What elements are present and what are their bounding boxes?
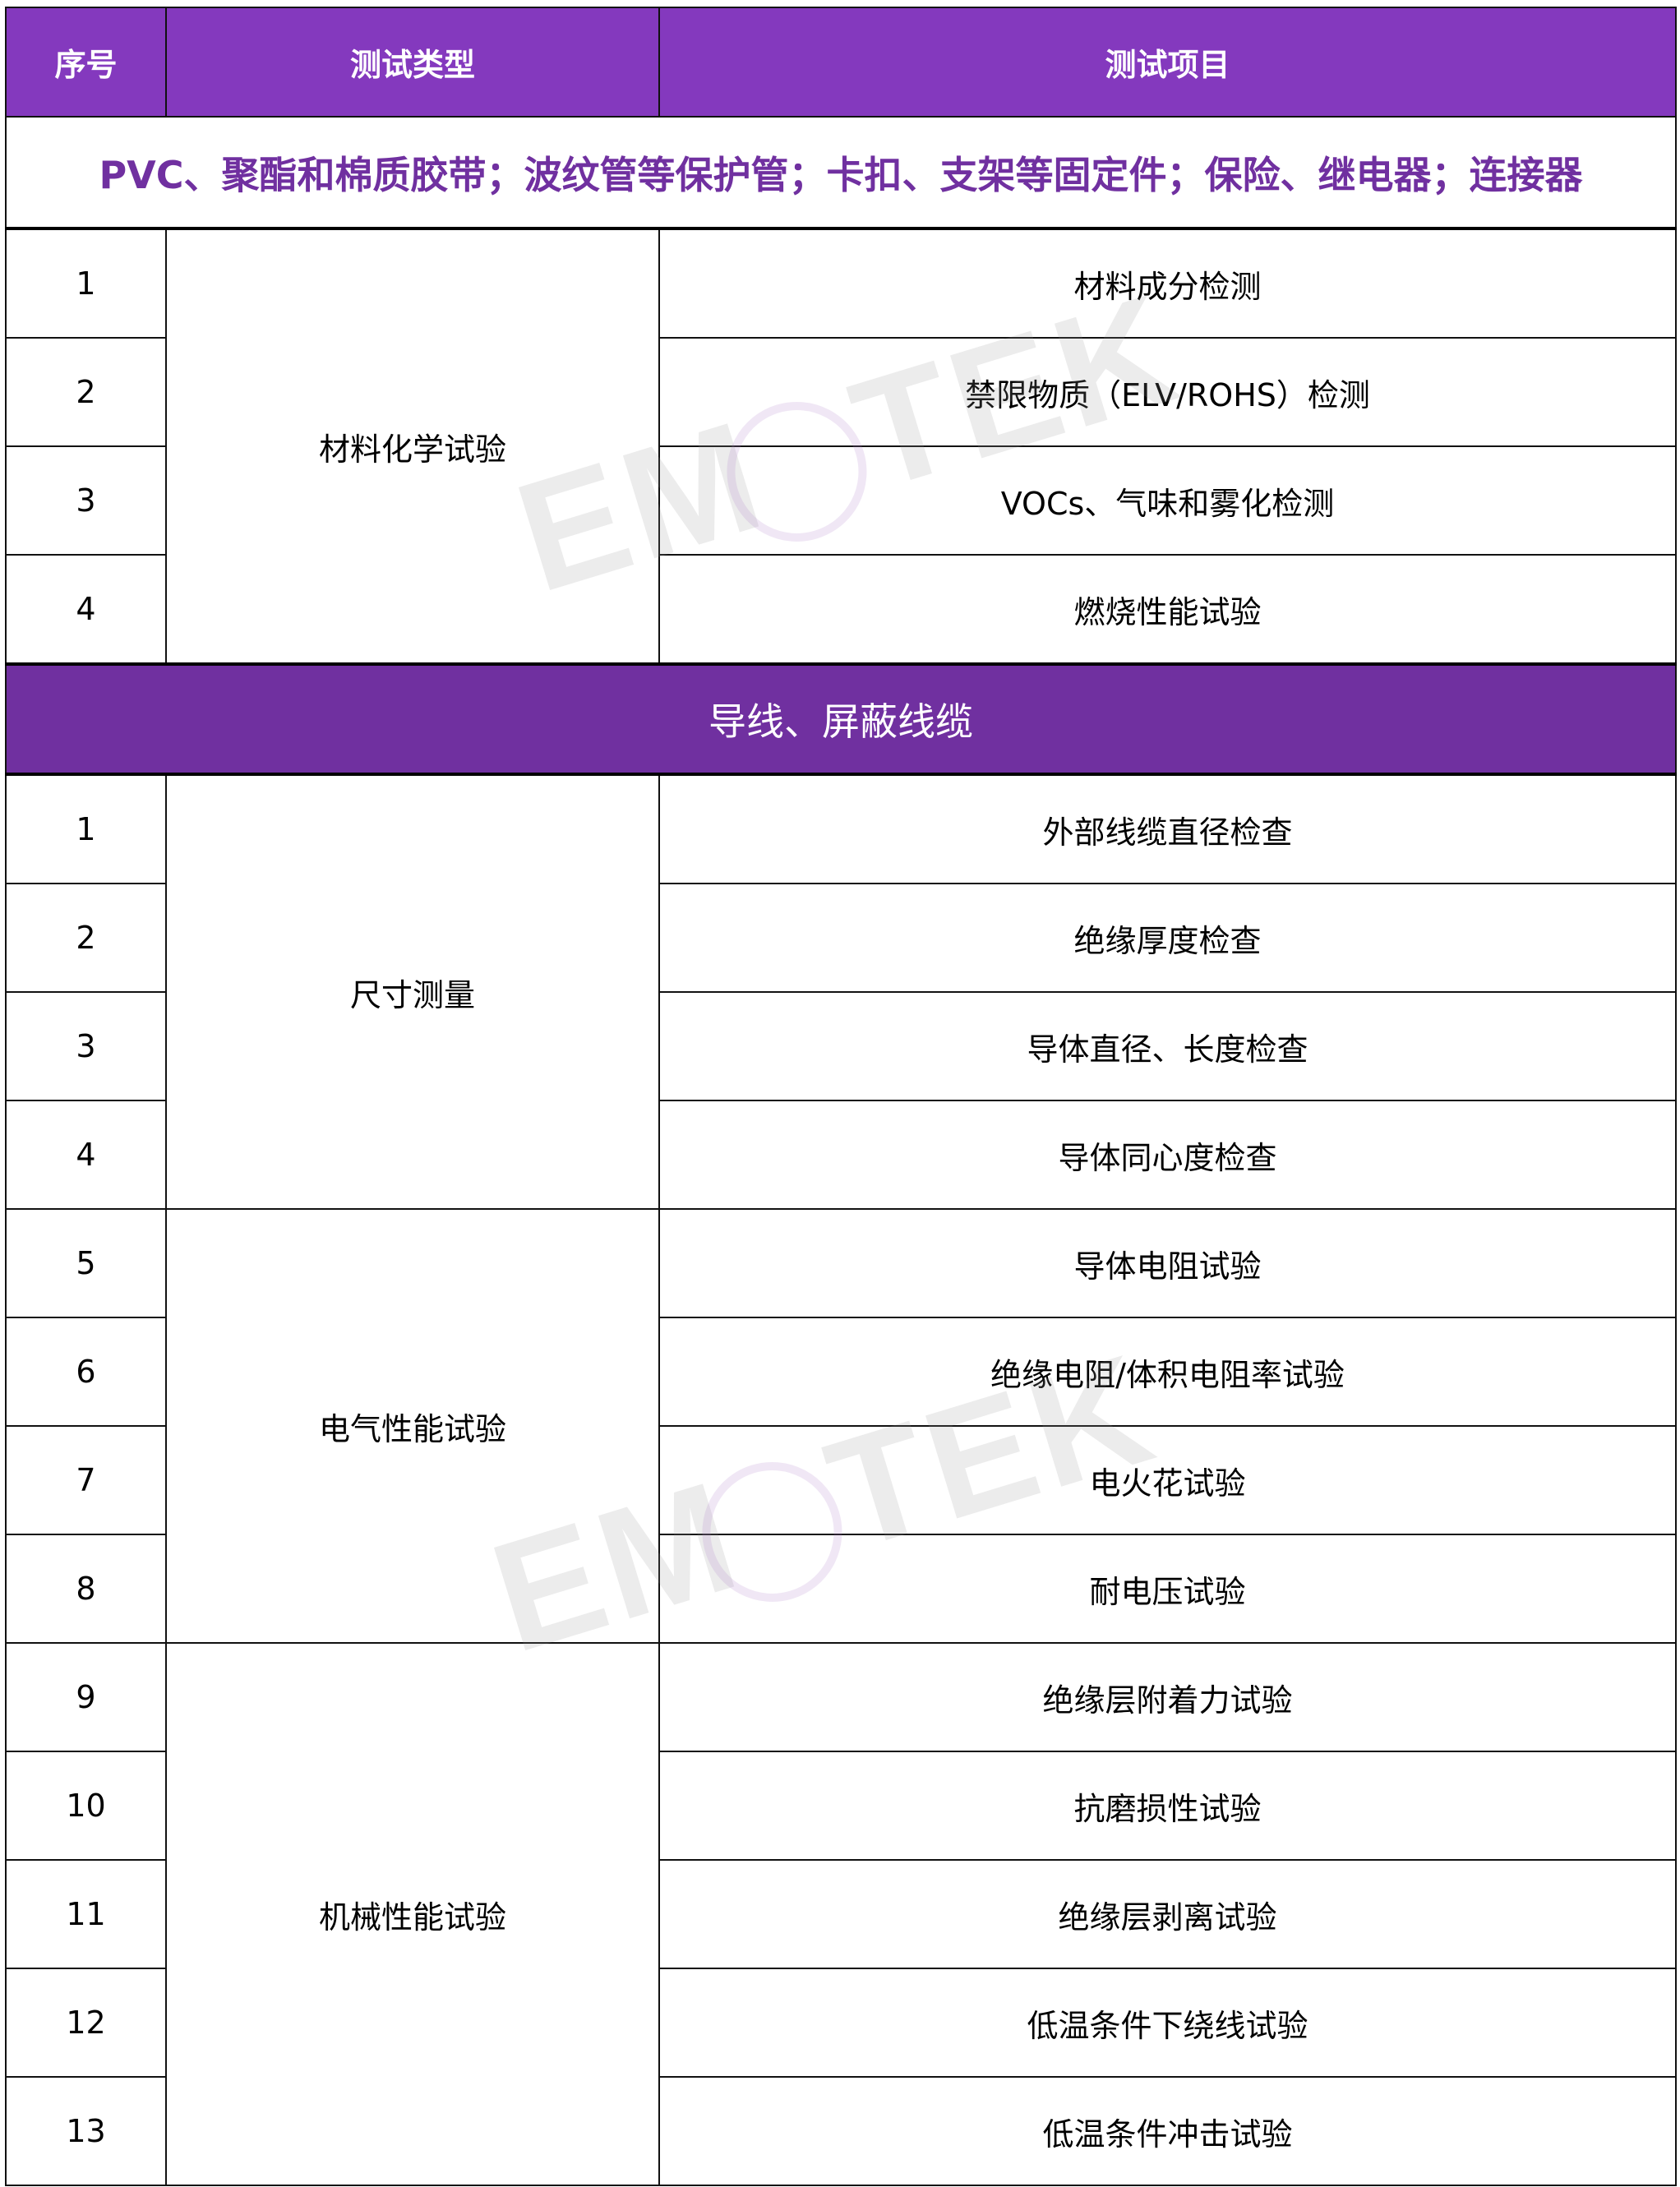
- header-test-type: 测试类型: [165, 7, 660, 118]
- section-row: 导线、屏蔽线缆: [5, 662, 1677, 776]
- table-row: 1 材料化学试验 材料成分检测: [5, 228, 1677, 665]
- test-item-cell: 低温条件下绕线试验: [658, 1968, 1677, 2078]
- row-index: 4: [5, 1100, 167, 1210]
- section-row: PVC、聚酯和棉质胶带；波纹管等保护管；卡扣、支架等固定件；保险、继电器；连接器: [5, 116, 1677, 230]
- table-row: 1 尺寸测量 外部线缆直径检查: [5, 773, 1677, 1210]
- table-row: 7 电火花试验: [5, 1425, 1677, 1535]
- test-item-cell: 抗磨损性试验: [658, 1751, 1677, 1861]
- test-item-cell: 绝缘层剥离试验: [658, 1859, 1677, 1969]
- row-index: 4: [5, 554, 167, 665]
- table-row: 13 低温条件冲击试验: [5, 2076, 1677, 2186]
- header-test-item: 测试项目: [658, 7, 1677, 118]
- table-row: 3 VOCs、气味和雾化检测: [5, 445, 1677, 556]
- table-row: 2 绝缘厚度检查: [5, 883, 1677, 993]
- row-index: 5: [5, 1208, 167, 1318]
- test-type-cell: 尺寸测量: [165, 773, 660, 1210]
- test-item-cell: 电火花试验: [658, 1425, 1677, 1535]
- row-index: 2: [5, 883, 167, 993]
- table-row: 4 燃烧性能试验: [5, 554, 1677, 665]
- test-item-cell: 绝缘电阻/体积电阻率试验: [658, 1317, 1677, 1427]
- test-item-cell: 绝缘层附着力试验: [658, 1642, 1677, 1752]
- row-index: 12: [5, 1968, 167, 2078]
- test-items-table: 序号 测试类型 测试项目 PVC、聚酯和棉质胶带；波纹管等保护管；卡扣、支架等固…: [5, 7, 1677, 2186]
- test-item-cell: VOCs、气味和雾化检测: [658, 445, 1677, 556]
- test-item-cell: 材料成分检测: [658, 228, 1677, 339]
- test-item-cell: 低温条件冲击试验: [658, 2076, 1677, 2186]
- header-index: 序号: [5, 7, 167, 118]
- table-row: 2 禁限物质（ELV/ROHS）检测: [5, 337, 1677, 447]
- test-item-cell: 导体同心度检查: [658, 1100, 1677, 1210]
- table-row: 4 导体同心度检查: [5, 1100, 1677, 1210]
- test-item-cell: 外部线缆直径检查: [658, 773, 1677, 884]
- table-row: 12 低温条件下绕线试验: [5, 1968, 1677, 2078]
- test-item-cell: 禁限物质（ELV/ROHS）检测: [658, 337, 1677, 447]
- table-row: 9 机械性能试验 绝缘层附着力试验: [5, 1642, 1677, 2186]
- table-row: 8 耐电压试验: [5, 1534, 1677, 1644]
- table-row: 6 绝缘电阻/体积电阻率试验: [5, 1317, 1677, 1427]
- row-index: 10: [5, 1751, 167, 1861]
- table-row: 10 抗磨损性试验: [5, 1751, 1677, 1861]
- row-index: 2: [5, 337, 167, 447]
- test-item-cell: 燃烧性能试验: [658, 554, 1677, 665]
- row-index: 3: [5, 445, 167, 556]
- row-index: 7: [5, 1425, 167, 1535]
- row-index: 1: [5, 228, 167, 339]
- row-index: 8: [5, 1534, 167, 1644]
- table-row: 5 电气性能试验 导体电阻试验: [5, 1208, 1677, 1644]
- test-item-cell: 导体电阻试验: [658, 1208, 1677, 1318]
- section-title: 导线、屏蔽线缆: [5, 662, 1677, 776]
- test-type-cell: 机械性能试验: [165, 1642, 660, 2186]
- row-index: 9: [5, 1642, 167, 1752]
- table-header: 序号 测试类型 测试项目: [5, 7, 1677, 118]
- row-index: 11: [5, 1859, 167, 1969]
- table-row: 3 导体直径、长度检查: [5, 991, 1677, 1101]
- test-type-cell: 电气性能试验: [165, 1208, 660, 1644]
- table-row: 11 绝缘层剥离试验: [5, 1859, 1677, 1969]
- test-item-cell: 绝缘厚度检查: [658, 883, 1677, 993]
- row-index: 1: [5, 773, 167, 884]
- test-item-cell: 耐电压试验: [658, 1534, 1677, 1644]
- section-title: PVC、聚酯和棉质胶带；波纹管等保护管；卡扣、支架等固定件；保险、继电器；连接器: [5, 116, 1677, 230]
- row-index: 13: [5, 2076, 167, 2186]
- test-item-cell: 导体直径、长度检查: [658, 991, 1677, 1101]
- row-index: 6: [5, 1317, 167, 1427]
- test-type-cell: 材料化学试验: [165, 228, 660, 665]
- row-index: 3: [5, 991, 167, 1101]
